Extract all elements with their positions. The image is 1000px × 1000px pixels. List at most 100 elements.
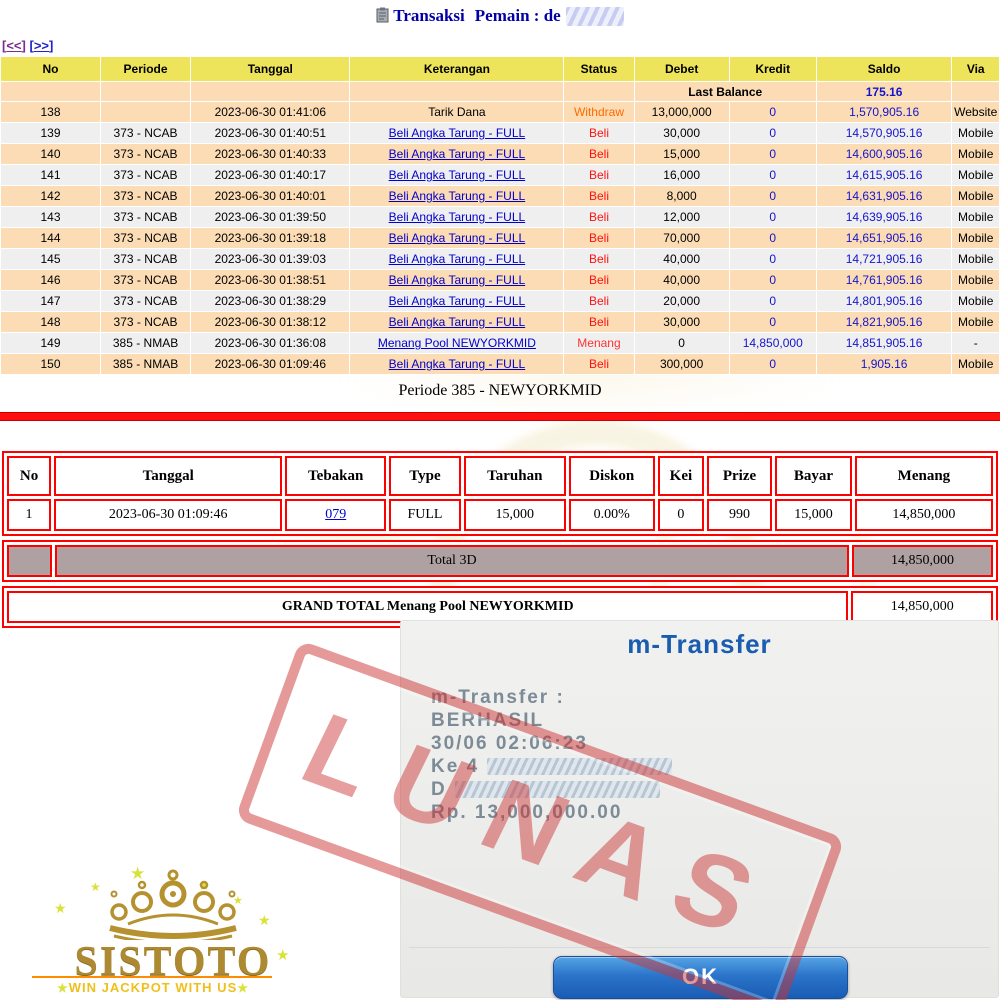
cell-kredit: 0 [729,291,816,311]
crown-icon [109,869,237,940]
tebakan-link[interactable]: 079 [325,507,347,522]
detail-header-row: No Tanggal Tebakan Type Taruhan Diskon K… [7,456,993,496]
cell-keterangan: Beli Angka Tarung - FULL [350,270,564,290]
cell-via: Mobile [952,144,999,164]
cell-saldo: 14,651,905.16 [816,228,952,248]
cell-kredit: 0 [729,354,816,374]
red-divider [0,412,1000,421]
periode-detail-section: No Tanggal Tebakan Type Taruhan Diskon K… [2,451,998,628]
cell-tanggal: 2023-06-30 01:38:29 [191,291,350,311]
cell-debet: 16,000 [634,165,729,185]
cell-no: 138 [1,102,100,122]
cell-debet: 40,000 [634,270,729,290]
cell-no: 140 [1,144,100,164]
receipt-line: D [431,779,447,800]
cell-no: 145 [1,249,100,269]
cell-saldo: 14,851,905.16 [816,333,952,353]
cell-via: Mobile [952,165,999,185]
logo-underline [32,976,272,978]
cell-periode: 373 - NCAB [101,207,191,227]
cell-keterangan: Beli Angka Tarung - FULL [350,144,564,164]
star-icon: ★ [130,864,146,883]
col-header-periode: Periode [101,57,191,81]
total-label: Total 3D [55,545,849,577]
star-icon: ★ [54,900,67,916]
cell-kredit: 14,850,000 [729,333,816,353]
transaction-row: 146 373 - NCAB 2023-06-30 01:38:51 Beli … [1,270,999,290]
keterangan-link[interactable]: Beli Angka Tarung - FULL [388,315,526,329]
star-icon: ★ [258,912,271,928]
keterangan-link[interactable]: Beli Angka Tarung - FULL [388,357,526,371]
transaction-row: 138 2023-06-30 01:41:06 Tarik Dana Withd… [1,102,999,122]
title-transaksi: Transaksi [393,6,465,25]
keterangan-link[interactable]: Menang Pool NEWYORKMID [377,336,536,350]
censored-username [565,7,624,26]
cell-status: Beli [564,228,634,248]
cell-status: Beli [564,291,634,311]
cell-saldo: 14,821,905.16 [816,312,952,332]
sistoto-logo: ★ ★ ★ ★ ★ ★ ★ ★ SISTOTO ★WIN JACKPOT WIT… [28,864,318,998]
cell-debet: 13,000,000 [634,102,729,122]
transaction-row: 147 373 - NCAB 2023-06-30 01:38:29 Beli … [1,291,999,311]
col-header-keterangan: Keterangan [350,57,564,81]
cell-tanggal: 2023-06-30 01:40:33 [191,144,350,164]
prev-page-link[interactable]: << [6,38,22,53]
dcol-menang: Menang [854,456,993,496]
transaction-row: 141 373 - NCAB 2023-06-30 01:40:17 Beli … [1,165,999,185]
cell-via: Mobile [952,123,999,143]
grand-total-row: GRAND TOTAL Menang Pool NEWYORKMID 14,85… [7,591,993,623]
receipt-line: 30/06 02:06:23 [431,733,588,754]
cell-status: Beli [564,207,634,227]
star-icon: ★ [90,880,101,894]
cell-kredit: 0 [729,144,816,164]
dcol-prize: Prize [706,456,773,496]
bracket: ] [21,38,26,53]
mtransfer-receipt: m-Transfer m-Transfer : BERHASIL 30/06 0… [400,620,999,999]
transaction-row: 142 373 - NCAB 2023-06-30 01:40:01 Beli … [1,186,999,206]
cell-no: 147 [1,291,100,311]
cell-tanggal: 2023-06-30 01:40:17 [191,165,350,185]
keterangan-link[interactable]: Beli Angka Tarung - FULL [388,210,526,224]
dcol-diskon: Diskon [568,456,655,496]
keterangan-link[interactable]: Beli Angka Tarung - FULL [388,231,526,245]
total-spacer-cell [7,545,53,577]
star-icon: ★ [237,981,250,995]
cell-via: Mobile [952,228,999,248]
clipboard-icon [376,7,389,23]
keterangan-link[interactable]: Beli Angka Tarung - FULL [388,126,526,140]
cell-status: Beli [564,270,634,290]
cell-periode: 373 - NCAB [101,270,191,290]
cell-status: Menang [564,333,634,353]
cell-debet: 8,000 [634,186,729,206]
cell-tanggal: 2023-06-30 01:39:03 [191,249,350,269]
cell-periode: 373 - NCAB [101,186,191,206]
cell-kredit: 0 [729,186,816,206]
keterangan-link: Tarik Dana [428,105,486,119]
cell-periode: 373 - NCAB [101,249,191,269]
total-row: Total 3D 14,850,000 [7,545,993,577]
transaction-row: 144 373 - NCAB 2023-06-30 01:39:18 Beli … [1,228,999,248]
cell-status: Beli [564,354,634,374]
keterangan-link[interactable]: Beli Angka Tarung - FULL [388,294,526,308]
receipt-amount: Rp. 13,000,000.00 [431,802,623,823]
keterangan-link[interactable]: Beli Angka Tarung - FULL [388,189,526,203]
keterangan-link[interactable]: Beli Angka Tarung - FULL [388,147,526,161]
keterangan-link[interactable]: Beli Angka Tarung - FULL [388,168,526,182]
cell-tanggal: 2023-06-30 01:39:18 [191,228,350,248]
ok-button[interactable]: OK [553,956,848,999]
cell-periode [101,102,191,122]
cell-saldo: 14,631,905.16 [816,186,952,206]
cell-tanggal: 2023-06-30 01:41:06 [191,102,350,122]
star-icon: ★ [56,981,69,995]
keterangan-link[interactable]: Beli Angka Tarung - FULL [388,252,526,266]
cell-debet: 15,000 [634,144,729,164]
cell-periode: 385 - NMAB [101,354,191,374]
transaction-row: 143 373 - NCAB 2023-06-30 01:39:50 Beli … [1,207,999,227]
cell-saldo: 14,721,905.16 [816,249,952,269]
cell-tanggal: 2023-06-30 01:40:01 [191,186,350,206]
next-page-link[interactable]: >> [33,38,50,53]
cell-keterangan: Beli Angka Tarung - FULL [350,207,564,227]
receipt-line: BERHASIL [431,710,545,731]
keterangan-link[interactable]: Beli Angka Tarung - FULL [388,273,526,287]
